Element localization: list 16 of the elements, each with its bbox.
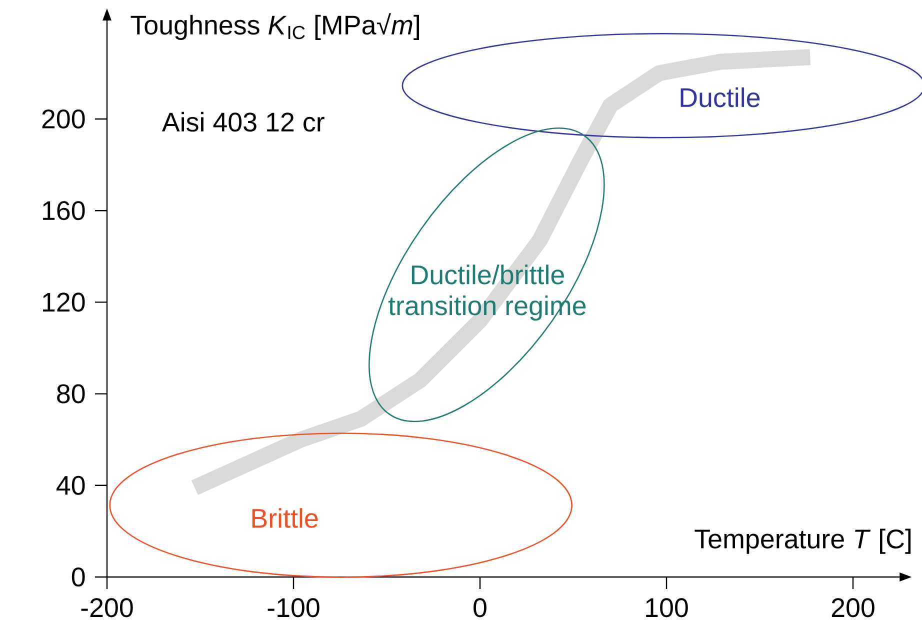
x-tick-label: 200 [832,598,874,618]
y-tick-label: 0 [72,567,85,587]
x-tick-label: -100 [268,598,320,618]
y-tick-label: 120 [43,292,85,312]
x-axis-title: Temperature T [C] [694,528,911,554]
y-axis-title: Toughness K$_{IC}$ [MPa√m] [130,13,419,40]
y-tick-label: 80 [57,384,85,404]
annotation: Ductile [680,87,760,108]
x-tick-label: 100 [646,598,688,618]
y-tick-label: 40 [56,476,85,495]
y-tick-label: 160 [43,201,85,220]
x-tick-label: -200 [81,598,133,618]
annotation: Brittle [252,508,318,528]
annotation: Aisi 403 12 cr [162,112,324,132]
y-tick-label: 200 [42,109,85,129]
x-tick-label: 0 [474,598,486,618]
